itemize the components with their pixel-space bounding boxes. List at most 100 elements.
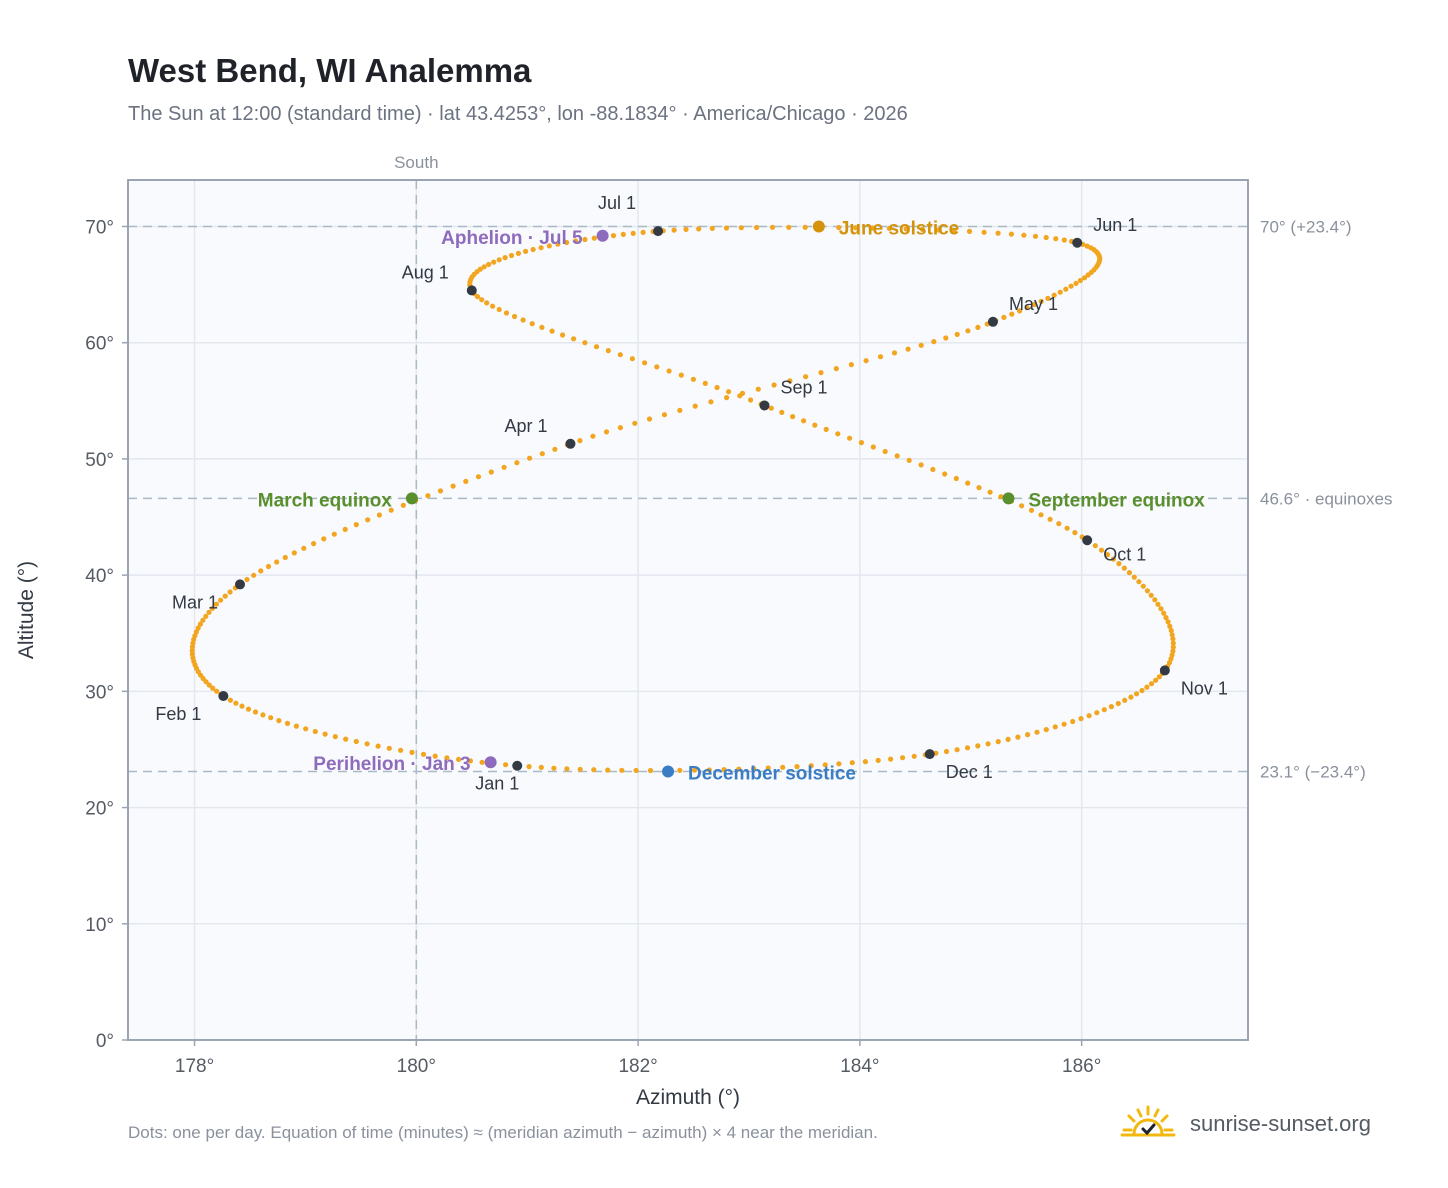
brand-logo[interactable]: sunrise-sunset.org — [1120, 1100, 1371, 1148]
day-dot — [523, 248, 529, 254]
day-dot — [823, 426, 829, 432]
day-dot — [529, 321, 535, 327]
month-marker-label: Jan 1 — [475, 774, 519, 794]
brand-name: sunrise-sunset.org — [1190, 1111, 1371, 1136]
day-dot — [836, 761, 842, 767]
day-dot — [848, 362, 855, 368]
day-dot — [343, 736, 349, 742]
day-dot — [870, 444, 876, 450]
day-dot — [882, 448, 888, 455]
day-dot — [437, 488, 444, 494]
day-dot — [1021, 232, 1027, 238]
day-dot — [577, 438, 583, 444]
day-dot — [1017, 308, 1023, 314]
day-dot — [647, 767, 654, 774]
day-dot — [375, 743, 381, 749]
day-dot — [836, 224, 842, 231]
day-dot — [195, 625, 201, 631]
day-dot — [577, 766, 583, 772]
reference-line-label: 70° (+23.4°) — [1260, 217, 1352, 236]
reference-line-label: 23.1° (−23.4°) — [1260, 763, 1366, 782]
day-dot — [303, 726, 309, 732]
day-dot — [803, 374, 809, 380]
y-tick-label: 40° — [85, 566, 114, 587]
south-line-label: South — [394, 153, 438, 172]
day-dot — [1139, 687, 1145, 694]
chart-footnote: Dots: one per day. Equation of time (min… — [128, 1123, 878, 1142]
day-dot — [1019, 503, 1025, 509]
day-dot — [432, 753, 438, 759]
sun-check-icon — [1120, 1105, 1176, 1137]
plot-area — [128, 180, 1248, 1040]
month-marker-label: Jun 1 — [1093, 215, 1137, 235]
day-dot — [1056, 521, 1062, 527]
day-dot — [590, 433, 596, 439]
day-dot — [964, 745, 971, 751]
day-dot — [954, 331, 960, 337]
y-tick-label: 50° — [85, 450, 114, 471]
day-dot — [560, 332, 566, 338]
day-dot — [1122, 697, 1128, 703]
y-tick-label: 60° — [85, 334, 114, 355]
x-axis-label: Azimuth (°) — [636, 1086, 740, 1109]
day-dot — [1152, 597, 1158, 603]
x-tick-label: 180° — [397, 1056, 436, 1077]
day-dot — [1024, 305, 1030, 311]
month-marker — [218, 691, 229, 701]
day-dot — [1167, 623, 1173, 629]
day-dot — [900, 755, 906, 761]
day-dot — [353, 522, 359, 528]
day-dot — [966, 228, 973, 234]
day-dot — [790, 414, 796, 420]
reference-line-label: 46.6° · equinoxes — [1260, 489, 1393, 508]
day-dot — [683, 226, 689, 232]
day-dot — [943, 335, 949, 341]
day-dot — [1025, 732, 1031, 738]
month-marker — [466, 285, 477, 296]
day-dot — [539, 451, 545, 457]
day-dot — [1008, 231, 1015, 237]
month-marker-label: Nov 1 — [1181, 678, 1228, 698]
day-dot — [1148, 681, 1155, 687]
day-dot — [291, 550, 297, 556]
day-dot — [748, 397, 754, 403]
day-dot — [282, 554, 288, 561]
day-dot — [738, 225, 744, 231]
day-dot — [605, 348, 611, 354]
day-dot — [620, 231, 626, 237]
day-dot — [603, 429, 610, 435]
day-dot — [1081, 275, 1088, 281]
y-axis-label: Altitude (°) — [15, 561, 38, 659]
day-dot — [1064, 525, 1070, 531]
day-dot — [552, 446, 558, 452]
event-marker — [1002, 492, 1015, 505]
day-dot — [918, 462, 924, 468]
day-dot — [630, 230, 636, 236]
day-dot — [995, 230, 1001, 236]
day-dot — [1015, 734, 1021, 740]
day-dot — [987, 489, 993, 495]
day-dot — [691, 767, 698, 773]
day-dot — [702, 380, 708, 386]
day-dot — [538, 245, 544, 251]
day-dot — [1009, 311, 1015, 317]
day-dot — [936, 227, 942, 233]
month-marker — [1072, 237, 1083, 248]
day-dot — [386, 745, 392, 751]
event-label: December solstice — [688, 764, 856, 785]
day-dot — [258, 568, 264, 574]
day-dot — [551, 765, 557, 771]
day-dot — [322, 731, 328, 737]
day-dot — [209, 605, 216, 611]
day-dot — [1001, 314, 1007, 320]
month-marker-label: Aug 1 — [402, 262, 449, 282]
event-marker — [812, 220, 825, 233]
day-dot — [1131, 574, 1137, 580]
day-dot — [931, 339, 937, 345]
day-dot — [515, 250, 522, 256]
day-dot — [1038, 512, 1044, 518]
day-dot — [1092, 543, 1098, 549]
day-dot — [1084, 243, 1090, 249]
day-dot — [409, 749, 415, 756]
